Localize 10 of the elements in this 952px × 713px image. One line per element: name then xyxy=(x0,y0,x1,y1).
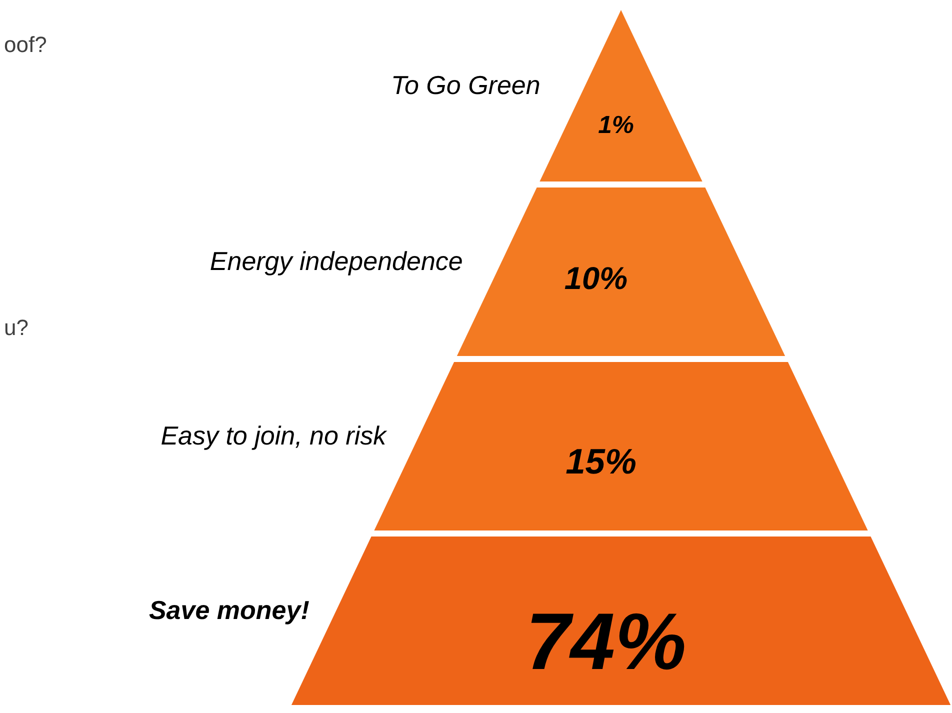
category-label: Save money! xyxy=(148,594,310,625)
data-label: 15% xyxy=(566,441,636,482)
category-label: To Go Green xyxy=(390,70,540,100)
text: u? xyxy=(4,315,28,340)
data-label: 10% xyxy=(564,260,628,296)
data-label: 1% xyxy=(598,112,634,139)
category-label: Energy independence xyxy=(210,246,463,276)
data-label: 74% xyxy=(526,596,686,687)
category-label: Easy to join, no risk xyxy=(160,420,388,450)
text: oof? xyxy=(4,32,47,57)
